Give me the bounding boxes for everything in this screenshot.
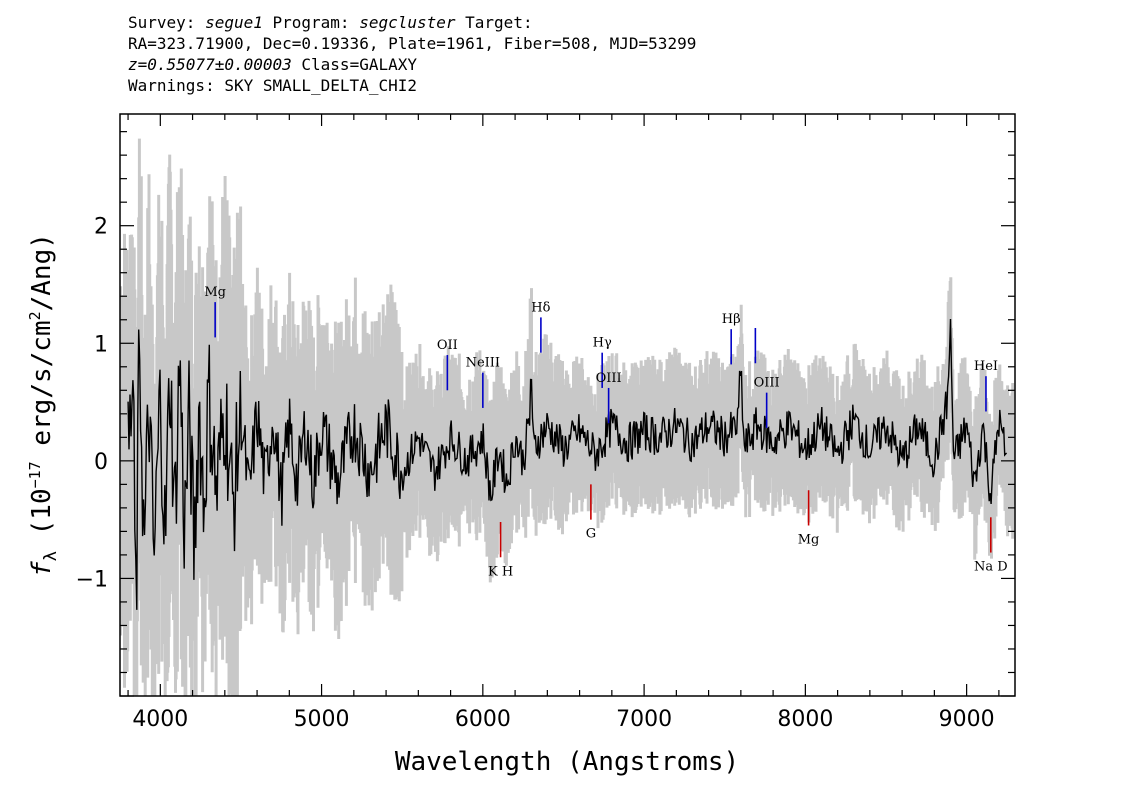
x-tick-label: 9000 xyxy=(939,707,995,732)
y-tick-label: 2 xyxy=(94,215,108,240)
y-axis-title-text: fλ (10−17 erg/s/cm2/Ang) xyxy=(26,233,61,577)
redshift-value: z=0.55077±0.00003 xyxy=(128,55,292,74)
emission-line-label: Hγ xyxy=(593,336,612,351)
y-tick-label: 0 xyxy=(94,450,108,475)
y-tick-label: 1 xyxy=(94,332,108,357)
emission-line-label: Hβ xyxy=(722,312,741,327)
emission-line-label: NeIII xyxy=(466,356,500,371)
y-tick-label: −1 xyxy=(76,567,108,592)
absorption-line-label: K H xyxy=(488,564,513,579)
x-tick-label: 4000 xyxy=(132,707,188,732)
emission-line-label: OIII xyxy=(754,376,780,391)
y-axis-title: fλ (10−17 erg/s/cm2/Ang) xyxy=(26,233,61,577)
class-value: Class=GALAXY xyxy=(291,55,417,74)
flux-layer xyxy=(127,318,1008,610)
survey-name: segue1 xyxy=(205,13,263,32)
target-label: Target: xyxy=(455,13,533,32)
warnings-line: Warnings: SKY SMALL_DELTA_CHI2 xyxy=(128,76,417,95)
emission-line-label: Hδ xyxy=(531,300,550,315)
emission-line-label: HeI xyxy=(974,359,998,374)
absorption-line-label: Na D xyxy=(974,560,1008,575)
flux-series-line xyxy=(127,318,1008,610)
x-tick-label: 6000 xyxy=(455,707,511,732)
x-axis-title: Wavelength (Angstroms) xyxy=(395,747,739,777)
x-tick-label: 8000 xyxy=(777,707,833,732)
plot-frame xyxy=(119,113,1016,697)
survey-prefix: Survey: xyxy=(128,13,206,32)
emission-line-label: Mg xyxy=(204,285,226,300)
coordinates-line: RA=323.71900, Dec=0.19336, Plate=1961, F… xyxy=(128,34,697,53)
spectrum-header: Survey: segue1 Program: segcluster Targe… xyxy=(128,12,696,96)
absorption-line-label: Mg xyxy=(798,533,820,548)
program-name: segcluster xyxy=(359,13,456,32)
x-tick-label: 7000 xyxy=(616,707,672,732)
emission-line-label: OIII xyxy=(596,371,622,386)
emission-line-label: OII xyxy=(437,338,458,353)
spectral-lines-layer: Mg OII NeIII Hδ Hγ OIII Hβ OIII HeI K H G Mg Na D xyxy=(204,285,1007,579)
x-tick-label: 5000 xyxy=(294,707,350,732)
program-prefix: Program: xyxy=(262,13,360,32)
absorption-line-label: G xyxy=(586,527,596,542)
axis-ticks: 4000 5000 6000 7000 8000 9000 2 1 0 −1 xyxy=(76,114,1015,732)
